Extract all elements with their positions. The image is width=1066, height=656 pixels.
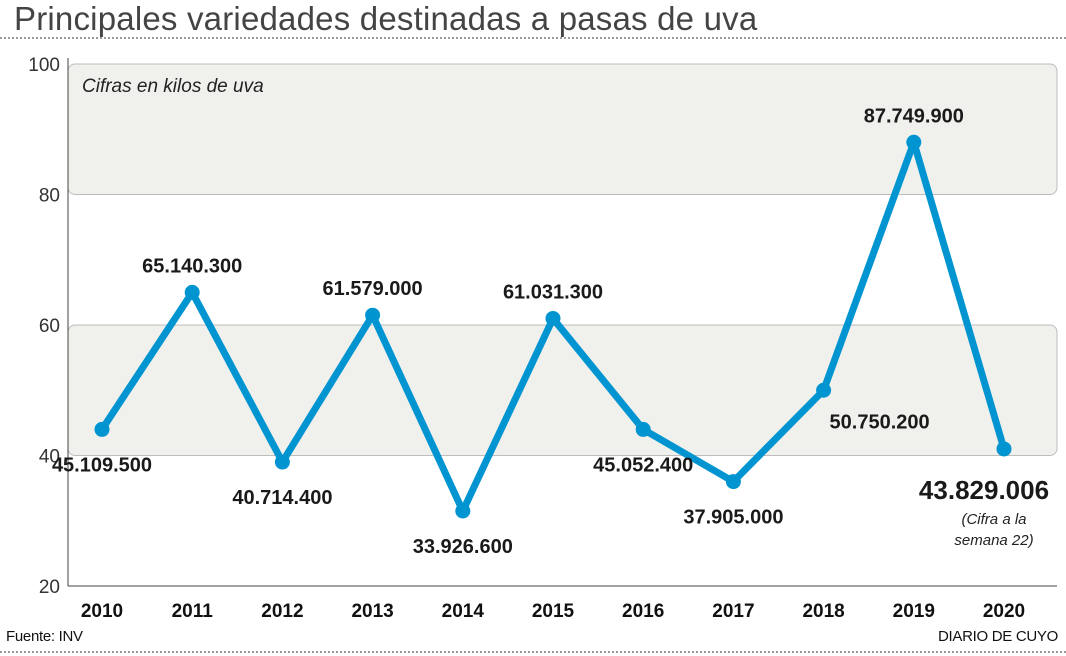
note-line: semana 22): [954, 532, 1033, 549]
axes: [67, 58, 1057, 587]
y-tick-label: 60: [39, 316, 60, 337]
x-tick-label: 2010: [81, 601, 123, 622]
last-point-note: (Cifra a la semana 22): [954, 511, 1033, 549]
bottom-divider: [0, 651, 1066, 653]
chart-subtitle: Cifras en kilos de uva: [82, 76, 264, 97]
data-point: [996, 441, 1012, 457]
data-point: [545, 310, 561, 326]
x-tick-label: 2016: [622, 601, 664, 622]
data-point: [274, 454, 290, 470]
x-tick-label: 2015: [532, 601, 575, 622]
x-tick-labels: 2010 2011 2012 2013 2014 2015 2016 2017 2018 2019…: [81, 601, 1025, 622]
data-point: [455, 503, 471, 519]
top-divider: [0, 37, 1066, 39]
credit-label: DIARIO DE CUYO: [938, 628, 1058, 645]
data-labels: 45.109.500 65.140.300 40.714.400 61.579.000…: [52, 105, 1049, 558]
x-tick-label: 2014: [442, 601, 485, 622]
data-point: [184, 284, 200, 300]
y-tick-labels: 20 40 60 80 100: [28, 55, 60, 598]
data-label: 45.052.400: [593, 454, 693, 476]
x-tick-label: 2013: [351, 601, 393, 622]
chart-title: Principales variedades destinadas a pasa…: [14, 0, 758, 37]
x-tick-label: 2012: [261, 601, 303, 622]
data-points: [94, 134, 1012, 519]
data-point: [816, 382, 832, 398]
y-tick-label: 100: [28, 55, 60, 76]
data-point: [635, 421, 651, 437]
x-tick-label: 2020: [983, 601, 1025, 622]
data-point: [94, 421, 110, 437]
x-tick-label: 2011: [172, 601, 214, 622]
data-point: [906, 134, 922, 150]
data-label: 43.829.006: [919, 475, 1049, 505]
data-label: 65.140.300: [142, 255, 242, 277]
x-tick-label: 2019: [893, 601, 935, 622]
data-label: 50.750.200: [830, 411, 930, 433]
x-tick-label: 2018: [802, 601, 844, 622]
data-label: 87.749.900: [864, 105, 964, 127]
data-label: 40.714.400: [232, 487, 332, 509]
y-tick-label: 20: [39, 577, 60, 598]
data-label: 37.905.000: [683, 507, 783, 529]
data-label: 33.926.600: [413, 536, 513, 558]
data-label: 61.579.000: [323, 278, 423, 300]
data-label: 61.031.300: [503, 281, 603, 303]
x-tick-label: 2017: [712, 601, 754, 622]
note-line: (Cifra a la: [961, 511, 1026, 528]
data-point: [725, 474, 741, 490]
y-tick-label: 80: [39, 186, 60, 207]
y-tick-label: 40: [39, 447, 60, 468]
data-point: [365, 307, 381, 323]
source-label: Fuente: INV: [6, 628, 83, 645]
data-label: 45.109.500: [52, 454, 152, 476]
